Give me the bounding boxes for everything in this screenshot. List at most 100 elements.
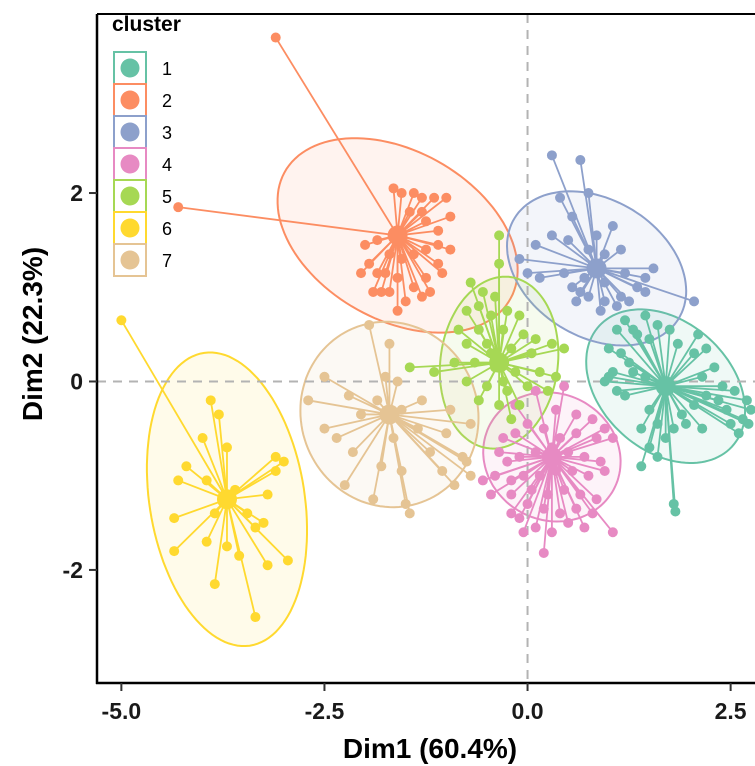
cluster-7-point	[437, 465, 448, 476]
cluster-4-point	[498, 433, 509, 444]
cluster-2-point	[356, 268, 367, 279]
cluster-5-point	[550, 371, 561, 382]
cluster-6-spoke	[120, 319, 228, 500]
cluster-6-point	[221, 541, 232, 552]
cluster-2-point	[433, 239, 444, 250]
cluster-3-point	[640, 286, 651, 297]
cluster-4-point	[591, 433, 602, 444]
cluster-1-point	[701, 343, 712, 354]
legend-label-4: 4	[162, 155, 172, 175]
cluster-1-point	[640, 310, 651, 321]
cluster-1-spoke	[616, 329, 667, 387]
cluster-5-point	[506, 343, 517, 354]
cluster-4-point	[579, 451, 590, 462]
cluster-2-point	[384, 286, 395, 297]
cluster-2-point	[372, 268, 383, 279]
cluster-7-point	[465, 470, 476, 481]
cluster-7-point	[356, 409, 367, 420]
cluster-5-point	[473, 301, 484, 312]
cluster-7-point	[384, 338, 395, 349]
cluster-1-point	[709, 362, 720, 373]
legend-label-1: 1	[162, 59, 172, 79]
cluster-1-point	[620, 390, 631, 401]
cluster-2-point	[408, 249, 419, 260]
cluster-4-point	[550, 404, 561, 415]
cluster-3-point	[607, 221, 618, 232]
cluster-4-point	[607, 433, 618, 444]
cluster-1-point	[628, 324, 639, 335]
cluster-4-point	[494, 447, 505, 458]
cluster-3-point	[546, 150, 557, 161]
cluster-5-point	[494, 258, 505, 269]
legend: cluster 1 2 3 4 5 6 7	[112, 13, 181, 277]
cluster-5-point	[502, 305, 513, 316]
cluster-7-point	[339, 480, 350, 491]
cluster-4-point	[563, 447, 574, 458]
cluster-6-spoke	[173, 498, 228, 552]
cluster-5-point	[461, 305, 472, 316]
cluster-1-point	[611, 385, 622, 396]
cluster-3-point	[689, 296, 700, 307]
cluster-7-point	[347, 447, 358, 458]
cluster-2-point	[421, 216, 431, 227]
cluster-6-point	[234, 550, 245, 561]
cluster-5-point	[534, 367, 545, 378]
x-tick-label: 2.5	[715, 698, 747, 724]
cluster-2-point	[270, 32, 281, 43]
cluster-7-spoke	[344, 413, 391, 486]
cluster-3-point	[624, 296, 635, 307]
cluster-5-point	[494, 230, 505, 241]
cluster-3-point	[575, 155, 586, 166]
cluster-6-point	[173, 475, 184, 486]
cluster-4-point	[587, 414, 598, 425]
cluster-5-spoke	[494, 296, 501, 363]
cluster-7-point	[392, 376, 403, 387]
cluster-4-point	[534, 470, 545, 481]
cluster-4-point	[514, 451, 525, 462]
cluster-5-point	[485, 310, 496, 321]
cluster-4-point	[485, 489, 496, 500]
cluster-3-point	[530, 239, 541, 250]
cluster-6-point	[242, 508, 253, 519]
cluster-3-point	[615, 291, 626, 302]
cluster-1-point	[640, 371, 651, 382]
cluster-3-spoke	[535, 244, 597, 270]
cluster-4-point	[575, 489, 586, 500]
cluster-2-spoke	[372, 235, 399, 293]
cluster-4-point	[555, 508, 566, 519]
cluster-2-point	[408, 282, 419, 293]
cluster-2-point	[384, 249, 395, 260]
cluster-5-point	[559, 343, 570, 354]
cluster-1-point	[743, 418, 754, 429]
cluster-3-point	[620, 268, 631, 279]
cluster-1-point	[733, 428, 744, 439]
cluster-5-point	[514, 400, 525, 411]
y-axis-title: Dim2 (22.3%)	[17, 247, 48, 421]
cluster-7-spoke	[388, 413, 472, 477]
cluster-2-point	[416, 206, 427, 217]
cluster-2-point	[360, 239, 371, 250]
legend-swatch-5	[120, 186, 140, 206]
cluster-1-point	[668, 423, 679, 434]
cluster-3-point	[583, 291, 594, 302]
legend-title: cluster	[112, 13, 181, 36]
cluster-4-point	[538, 423, 549, 434]
cluster-5-point	[494, 400, 505, 411]
cluster-1-point	[680, 418, 691, 429]
legend-label-6: 6	[162, 219, 172, 239]
cluster-4-point	[571, 503, 582, 514]
cluster-7-point	[396, 465, 407, 476]
cluster-4-point	[506, 489, 517, 500]
cluster-7-point	[445, 404, 456, 415]
cluster-3-point	[514, 253, 525, 264]
cluster-3-point	[567, 282, 578, 293]
centers-layer	[216, 225, 676, 510]
cluster-2-point	[421, 244, 431, 255]
cluster-4-spoke	[522, 456, 553, 533]
legend-label-3: 3	[162, 123, 172, 143]
cluster-1-point	[636, 423, 647, 434]
cluster-1-point	[741, 395, 752, 406]
cluster-2-spoke	[396, 235, 407, 302]
legend-key-6	[113, 211, 147, 245]
cluster-2-point	[445, 244, 456, 255]
